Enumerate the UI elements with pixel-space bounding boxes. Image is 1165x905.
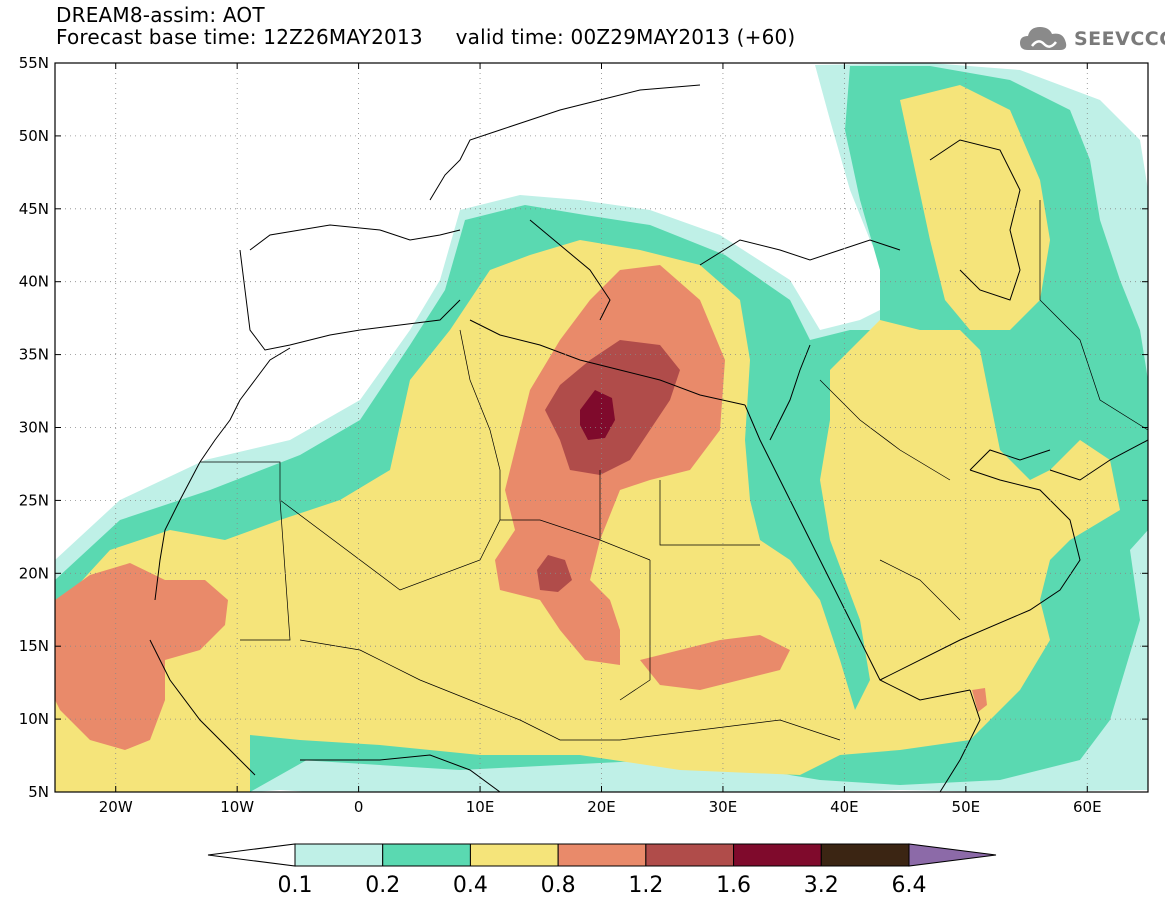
lat-tick-label: 30N — [19, 419, 49, 437]
map-header: DREAM8-assim: AOT Forecast base time: 12… — [56, 4, 795, 48]
lat-tick-label: 25N — [19, 491, 49, 509]
cloud-icon — [1020, 27, 1067, 50]
aot-band-1-6 — [580, 390, 615, 440]
lat-tick-label: 20N — [19, 564, 49, 582]
axis-ticks: 55N 50N 45N 40N 35N 30N 25N 20N 15N 10N 5N 20W 10W 0 1… — [19, 54, 1148, 816]
colorbar-label: 0.4 — [453, 873, 488, 898]
aot-band-0-8-horn — [972, 688, 987, 712]
lat-tick-label: 45N — [19, 200, 49, 218]
seevccc-logo: SEEVCCC — [1018, 22, 1165, 56]
colorbar-swatch — [294, 843, 384, 867]
colorbar-label: 0.1 — [278, 873, 313, 898]
colorbar-swatch — [469, 843, 559, 867]
map-title: DREAM8-assim: AOT — [56, 3, 265, 27]
logo-text: SEEVCCC — [1074, 28, 1165, 50]
lon-tick-label: 20E — [587, 798, 616, 816]
colorbar-under-triangle — [207, 843, 296, 867]
lon-tick-label: 20W — [99, 798, 133, 816]
colorbar-swatch — [557, 843, 647, 867]
lat-tick-label: 40N — [19, 273, 49, 291]
lon-tick-label: 0 — [354, 798, 364, 816]
lon-tick-label: 50E — [952, 798, 981, 816]
lon-tick-label: 10W — [220, 798, 254, 816]
colorbar-swatch — [645, 843, 735, 867]
lon-tick-label: 30E — [709, 798, 738, 816]
aot-band-0-8-sahel — [640, 635, 790, 690]
colorbar-label: 3.2 — [804, 873, 839, 898]
colorbar: 0.1 0.2 0.4 0.8 1.2 1.6 3.2 6.4 — [207, 843, 997, 898]
colorbar-label: 6.4 — [892, 873, 927, 898]
colorbar-label: 1.6 — [716, 873, 751, 898]
colorbar-label: 1.2 — [628, 873, 663, 898]
aot-band-0-8-west — [55, 563, 228, 750]
lat-tick-label: 5N — [28, 783, 49, 801]
country-borders — [200, 200, 1148, 741]
lon-tick-label: 10E — [466, 798, 495, 816]
grid-lines — [55, 63, 1148, 792]
aot-contour-fill — [55, 63, 1148, 792]
base-time-label: Forecast base time: 12Z26MAY2013 — [56, 25, 423, 49]
lat-tick-label: 10N — [19, 710, 49, 728]
lon-tick-label: 40E — [830, 798, 859, 816]
lon-tick-label: 60E — [1073, 798, 1102, 816]
colorbar-swatch — [382, 843, 471, 867]
valid-time-label: valid time: 00Z29MAY2013 (+60) — [455, 25, 796, 49]
colorbar-swatch — [820, 843, 910, 867]
colorbar-label: 0.8 — [541, 873, 576, 898]
colorbar-swatch — [733, 843, 822, 867]
colorbar-label: 0.2 — [365, 873, 400, 898]
aot-band-0-4-caspian — [900, 85, 1050, 330]
aot-band-1-2-chad — [537, 555, 572, 592]
lat-tick-label: 35N — [19, 346, 49, 364]
coastlines — [149, 84, 1148, 792]
lat-tick-label: 50N — [19, 127, 49, 145]
lat-tick-label: 15N — [19, 637, 49, 655]
lat-tick-label: 55N — [19, 54, 49, 72]
colorbar-over-triangle — [908, 843, 997, 867]
